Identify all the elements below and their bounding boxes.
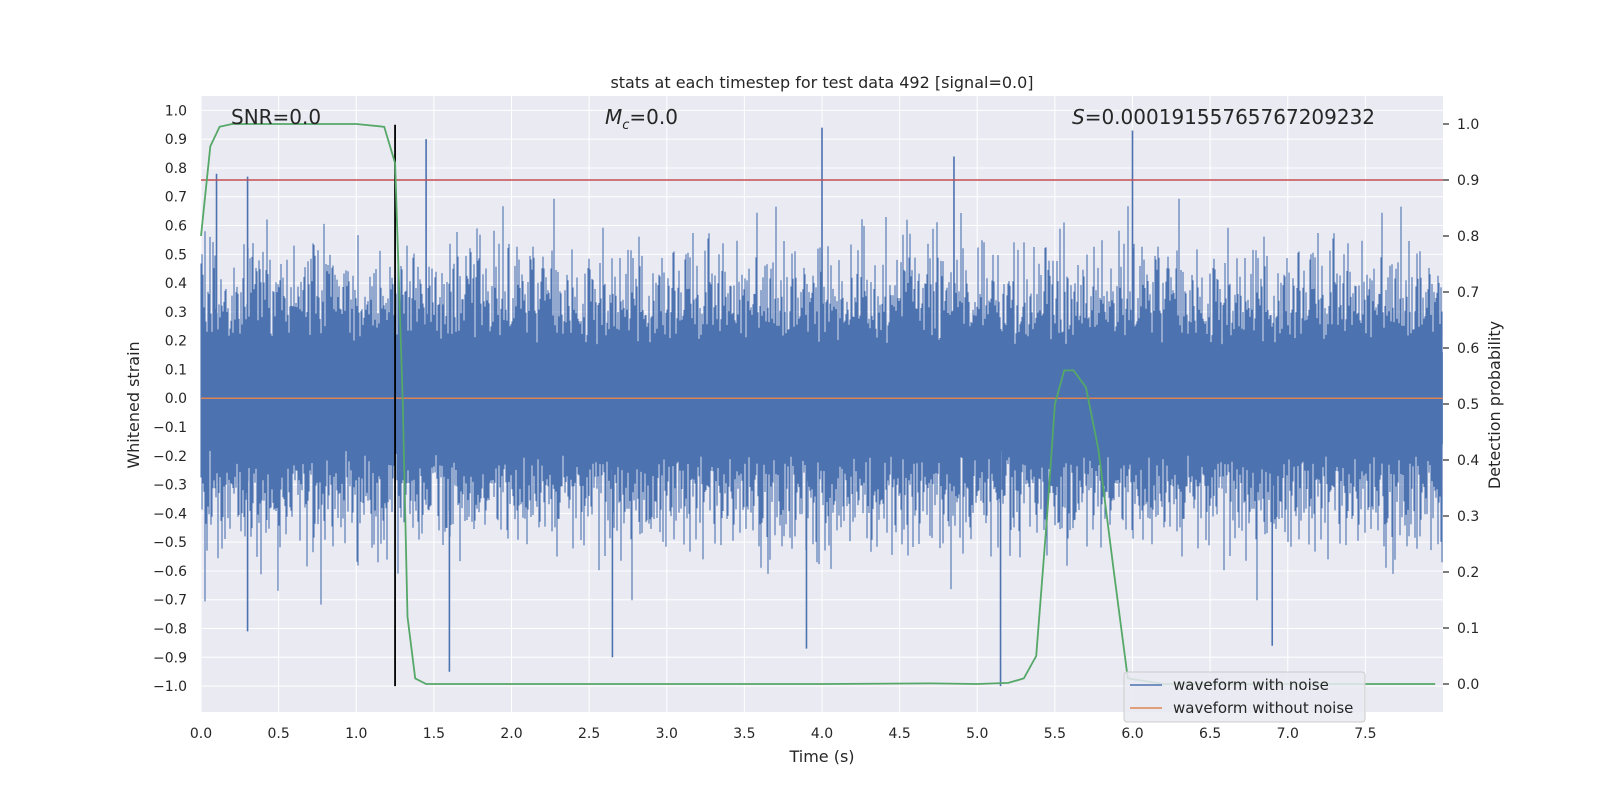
y-tick-label-6: 0.4 xyxy=(165,276,187,292)
x-tick-label-2: 1.0 xyxy=(345,726,367,742)
mc-subscript: c xyxy=(622,118,629,133)
mc-annotation: Mc=0.0 xyxy=(605,105,678,133)
x-tick-label-15: 7.5 xyxy=(1354,726,1376,742)
y-tick-label-2: 0.8 xyxy=(165,161,187,177)
y-tick-label-8: 0.2 xyxy=(165,334,187,350)
probability-line xyxy=(200,123,1436,685)
chart-title: stats at each timestep for test data 492… xyxy=(610,73,1033,92)
y2-tick-label-4: 0.6 xyxy=(1457,341,1479,357)
y2-tick-label-9: 0.1 xyxy=(1457,621,1479,637)
y2-axis-ticks: 1.0 0.9 0.8 0.7 0.6 0.5 0.4 0.3 0.2 0.1 0.0 xyxy=(1443,117,1479,693)
snr-annotation: SNR=0.0 xyxy=(231,105,321,129)
legend-label-noise: waveform with noise xyxy=(1173,676,1329,694)
y-tick-label-5: 0.5 xyxy=(165,247,187,263)
x-tick-label-5: 2.5 xyxy=(578,726,600,742)
y-tick-label-3: 0.7 xyxy=(165,190,187,206)
y2-tick-label-2: 0.8 xyxy=(1457,229,1479,245)
x-tick-label-7: 3.5 xyxy=(733,726,755,742)
noise-trace xyxy=(200,198,1443,605)
s-value: =0.00019155765767209232 xyxy=(1085,105,1375,129)
x-tick-label-1: 0.5 xyxy=(267,726,289,742)
mc-symbol: M xyxy=(605,105,622,129)
y2-tick-label-6: 0.4 xyxy=(1457,453,1479,469)
series-lines xyxy=(200,123,1443,687)
y2-tick-label-5: 0.5 xyxy=(1457,397,1479,413)
y-axis-ticks: 1.0 0.9 0.8 0.7 0.6 0.5 0.4 0.3 0.2 0.1 0.0 −0.1 −0.… xyxy=(153,103,187,695)
legend-box xyxy=(1123,671,1366,723)
y-tick-label-18: −0.8 xyxy=(153,622,187,638)
x-axis-ticks: 0.0 0.5 1.0 1.5 2.0 2.5 3.0 3.5 4.0 4.5 5.0 5.5 6.0 6… xyxy=(190,726,1377,742)
x-tick-label-3: 1.5 xyxy=(423,726,445,742)
y2-tick-label-10: 0.0 xyxy=(1457,677,1479,693)
x-tick-label-9: 4.5 xyxy=(888,726,910,742)
y-tick-label-1: 0.9 xyxy=(165,132,187,148)
y-tick-label-13: −0.3 xyxy=(153,478,187,494)
x-axis-label: Time (s) xyxy=(788,747,854,766)
y2-tick-label-7: 0.3 xyxy=(1457,509,1479,525)
y2-axis-label: Detection probability xyxy=(1485,321,1504,489)
y-tick-label-11: −0.1 xyxy=(153,420,187,436)
x-tick-label-14: 7.0 xyxy=(1277,726,1299,742)
y2-tick-label-0: 1.0 xyxy=(1457,117,1479,133)
x-tick-label-11: 5.5 xyxy=(1044,726,1066,742)
y-tick-label-14: −0.4 xyxy=(153,506,187,522)
legend: waveform with noise waveform without noi… xyxy=(1123,671,1366,723)
y-tick-label-9: 0.1 xyxy=(165,362,187,378)
x-tick-label-12: 6.0 xyxy=(1121,726,1143,742)
y-tick-label-4: 0.6 xyxy=(165,219,187,235)
s-annotation: S=0.00019155765767209232 xyxy=(1072,105,1375,129)
y-axis-label: Whitened strain xyxy=(124,341,143,468)
y2-tick-label-1: 0.9 xyxy=(1457,173,1479,189)
x-tick-label-6: 3.0 xyxy=(656,726,678,742)
y-tick-label-16: −0.6 xyxy=(153,564,187,580)
y-tick-label-10: 0.0 xyxy=(165,391,187,407)
x-tick-label-4: 2.0 xyxy=(500,726,522,742)
y2-tick-label-3: 0.7 xyxy=(1457,285,1479,301)
s-symbol: S xyxy=(1072,105,1085,129)
y-tick-label-7: 0.3 xyxy=(165,305,187,321)
y-tick-label-12: −0.2 xyxy=(153,449,187,465)
y2-tick-label-8: 0.2 xyxy=(1457,565,1479,581)
x-tick-label-0: 0.0 xyxy=(190,726,212,742)
x-tick-label-10: 5.0 xyxy=(966,726,988,742)
x-tick-label-8: 4.0 xyxy=(811,726,833,742)
y-tick-label-17: −0.7 xyxy=(153,593,187,609)
y-tick-label-15: −0.5 xyxy=(153,535,187,551)
legend-label-clean: waveform without noise xyxy=(1173,699,1353,717)
x-tick-label-13: 6.5 xyxy=(1199,726,1221,742)
y-tick-label-0: 1.0 xyxy=(165,103,187,119)
y-tick-label-19: −0.9 xyxy=(153,650,187,666)
y-tick-label-20: −1.0 xyxy=(153,679,187,695)
mc-value: =0.0 xyxy=(629,105,678,129)
